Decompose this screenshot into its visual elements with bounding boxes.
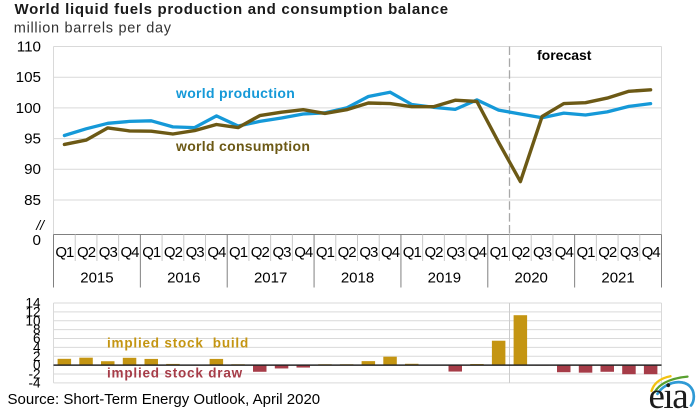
svg-text:2018: 2018: [341, 270, 374, 287]
svg-text:Q2: Q2: [77, 244, 96, 261]
svg-text:Q4: Q4: [381, 244, 400, 261]
svg-text:12: 12: [25, 304, 40, 319]
svg-text:2: 2: [33, 349, 41, 364]
svg-text:0: 0: [33, 232, 41, 249]
svg-text:105: 105: [16, 69, 41, 86]
svg-text:2019: 2019: [428, 270, 461, 287]
svg-text:Q3: Q3: [99, 244, 118, 261]
svg-text:Q2: Q2: [164, 244, 183, 261]
svg-text:Q3: Q3: [620, 244, 639, 261]
svg-text:95: 95: [24, 131, 41, 148]
svg-text:Q3: Q3: [272, 244, 291, 261]
svg-text:Q3: Q3: [533, 244, 552, 261]
svg-text:-2: -2: [28, 367, 40, 382]
svg-text:Q4: Q4: [642, 244, 661, 261]
svg-text:Q2: Q2: [338, 244, 357, 261]
svg-text:Q3: Q3: [186, 244, 205, 261]
svg-text:2017: 2017: [254, 270, 287, 287]
svg-text:14: 14: [25, 296, 41, 311]
svg-text:Q4: Q4: [555, 244, 574, 261]
svg-text:2015: 2015: [80, 270, 113, 287]
svg-text:world production: world production: [175, 85, 295, 101]
svg-text:Q4: Q4: [207, 244, 226, 261]
svg-text:0: 0: [33, 358, 41, 373]
svg-text:-4: -4: [28, 375, 40, 390]
svg-text:2020: 2020: [515, 270, 548, 287]
svg-text:eia: eia: [649, 376, 689, 416]
svg-text:world consumption: world consumption: [175, 138, 310, 154]
svg-text:Q4: Q4: [294, 244, 313, 261]
svg-text:implied stock build: implied stock build: [107, 336, 249, 351]
svg-text:2016: 2016: [167, 270, 200, 287]
svg-text:Q1: Q1: [403, 244, 422, 261]
svg-text:4: 4: [33, 340, 41, 355]
svg-text:6: 6: [33, 331, 41, 346]
svg-text:Q2: Q2: [424, 244, 443, 261]
svg-text:World liquid fuels production: World liquid fuels production and consum…: [15, 1, 449, 18]
svg-text:Q1: Q1: [229, 244, 248, 261]
svg-text:85: 85: [24, 192, 41, 209]
svg-text:8: 8: [33, 322, 41, 337]
svg-text:Q1: Q1: [142, 244, 161, 261]
svg-text:Q2: Q2: [598, 244, 617, 261]
svg-text:Q2: Q2: [251, 244, 270, 261]
svg-text:implied stock draw: implied stock draw: [107, 366, 243, 381]
svg-text:Q4: Q4: [468, 244, 487, 261]
svg-text://: //: [35, 217, 46, 233]
svg-text:Q1: Q1: [576, 244, 595, 261]
svg-text:Q1: Q1: [490, 244, 509, 261]
svg-text:Q4: Q4: [120, 244, 139, 261]
svg-text:10: 10: [25, 313, 40, 328]
svg-text:90: 90: [24, 161, 41, 178]
svg-text:Q1: Q1: [316, 244, 335, 261]
svg-text:Q1: Q1: [55, 244, 74, 261]
svg-text:Q3: Q3: [446, 244, 465, 261]
svg-text:Q2: Q2: [511, 244, 530, 261]
svg-text:Q3: Q3: [359, 244, 378, 261]
svg-text:110: 110: [17, 38, 41, 55]
svg-text:2021: 2021: [601, 270, 634, 287]
svg-text:forecast: forecast: [537, 47, 592, 63]
svg-text:million barrels per day: million barrels per day: [14, 20, 172, 36]
svg-text:Source: Short-Term Energy Outl: Source: Short-Term Energy Outlook, April…: [8, 391, 321, 408]
svg-text:100: 100: [16, 100, 41, 117]
